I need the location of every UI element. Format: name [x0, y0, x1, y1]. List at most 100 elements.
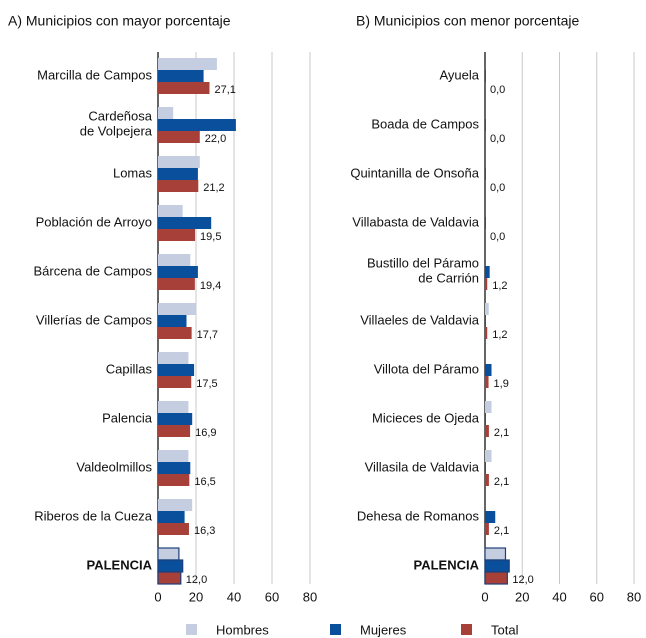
category-label: Micieces de Ojeda [372, 410, 480, 425]
bar [158, 131, 200, 143]
x-tick-label: 60 [265, 589, 279, 604]
category-label: Villerías de Campos [36, 312, 153, 327]
bar [158, 499, 193, 511]
x-tick-label: 60 [590, 589, 604, 604]
category-label: Villasila de Valdavia [365, 459, 480, 474]
bar [485, 450, 492, 462]
category-label: Riberos de la Cueza [34, 508, 153, 523]
value-label: 1,2 [492, 329, 507, 341]
x-tick-label: 0 [154, 589, 161, 604]
value-label: 22,0 [205, 133, 226, 145]
category-label: Capillas [106, 361, 153, 376]
bar [158, 82, 210, 94]
chart-title: B) Municipios con menor porcentaje [356, 13, 580, 29]
bar [485, 474, 489, 486]
bar [158, 327, 192, 339]
bar [484, 571, 508, 585]
value-label: 0,0 [490, 133, 505, 145]
value-label: 2,1 [494, 525, 509, 537]
bar [485, 425, 489, 437]
category-label: Ayuela [439, 67, 479, 82]
category-label: Dehesa de Romanos [357, 508, 480, 523]
category-label: Villabasta de Valdavia [352, 214, 479, 229]
category-label: PALENCIA [414, 557, 480, 572]
bar [158, 462, 191, 474]
bar [485, 376, 489, 388]
bar [158, 450, 189, 462]
chart-title: A) Municipios con mayor porcentaje [8, 13, 231, 29]
bar [157, 559, 184, 573]
bar [485, 413, 486, 425]
bar [158, 315, 187, 327]
bar [158, 523, 189, 535]
value-label: 27,1 [214, 84, 235, 96]
bar [485, 217, 486, 229]
value-label: 0,0 [490, 84, 505, 96]
x-tick-label: 0 [481, 589, 488, 604]
value-label: 0,0 [490, 231, 505, 243]
bar [485, 511, 496, 523]
category-label: Quintanilla de Onsoña [350, 165, 479, 180]
value-label: 16,9 [195, 427, 216, 439]
legend-label: Hombres [216, 622, 269, 637]
value-label: 17,7 [197, 329, 218, 341]
bar [485, 401, 492, 413]
value-label: 16,5 [194, 476, 215, 488]
bar [158, 156, 200, 168]
bar [158, 205, 183, 217]
bar [158, 254, 191, 266]
value-label: 2,1 [494, 476, 509, 488]
bar [158, 58, 217, 70]
bar [485, 364, 492, 376]
value-label: 0,0 [490, 182, 505, 194]
bar [158, 266, 198, 278]
x-tick-label: 80 [627, 589, 641, 604]
value-label: 16,3 [194, 525, 215, 537]
bar [485, 119, 486, 131]
bar [485, 462, 486, 474]
value-label: 19,4 [200, 280, 221, 292]
bar [485, 278, 488, 290]
bar [158, 217, 212, 229]
bar [158, 511, 185, 523]
bar [158, 303, 196, 315]
legend-swatch [461, 624, 472, 635]
legend-label: Total [491, 622, 519, 637]
bar [158, 364, 195, 376]
value-label: 2,1 [494, 427, 509, 439]
bar [158, 278, 195, 290]
bar [485, 523, 489, 535]
bar [158, 168, 198, 180]
bar [158, 70, 204, 82]
legend-swatch [186, 624, 197, 635]
bar [485, 303, 489, 315]
category-label: Marcilla de Campos [37, 67, 152, 82]
bar [485, 168, 486, 180]
x-tick-label: 20 [189, 589, 203, 604]
bar [158, 352, 189, 364]
bar [158, 180, 199, 192]
x-tick-label: 80 [303, 589, 317, 604]
bar [158, 376, 192, 388]
category-label: Boada de Campos [371, 116, 479, 131]
category-label: Villaeles de Valdavia [360, 312, 480, 327]
bar [485, 266, 490, 278]
category-label: Valdeolmillos [76, 459, 152, 474]
bar [158, 425, 191, 437]
x-tick-label: 40 [227, 589, 241, 604]
legend-swatch [330, 624, 341, 635]
bar [157, 547, 180, 561]
category-label: Población de Arroyo [36, 214, 152, 229]
bar [158, 229, 196, 241]
value-label: 12,0 [186, 574, 207, 586]
bar [158, 107, 174, 119]
category-label: Bustillo del Páramo de Carrión [367, 256, 479, 286]
bar [484, 559, 510, 573]
category-label: Bárcena de Campos [33, 263, 152, 278]
bar [157, 571, 182, 585]
category-label: Palencia [102, 410, 153, 425]
value-label: 1,9 [494, 378, 509, 390]
bar [485, 70, 486, 82]
legend-label: Mujeres [360, 622, 407, 637]
